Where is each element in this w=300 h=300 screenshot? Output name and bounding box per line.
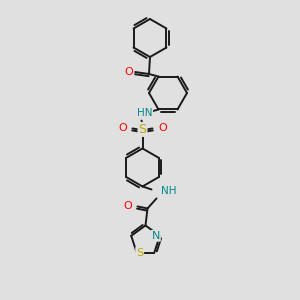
Text: N: N (152, 231, 160, 241)
Text: HN: HN (137, 109, 152, 118)
Text: NH: NH (160, 187, 176, 196)
Text: O: O (158, 124, 167, 134)
Text: O: O (124, 67, 134, 77)
Text: O: O (123, 202, 132, 212)
Text: O: O (118, 124, 127, 134)
Text: S: S (139, 123, 146, 136)
Text: S: S (136, 248, 143, 258)
